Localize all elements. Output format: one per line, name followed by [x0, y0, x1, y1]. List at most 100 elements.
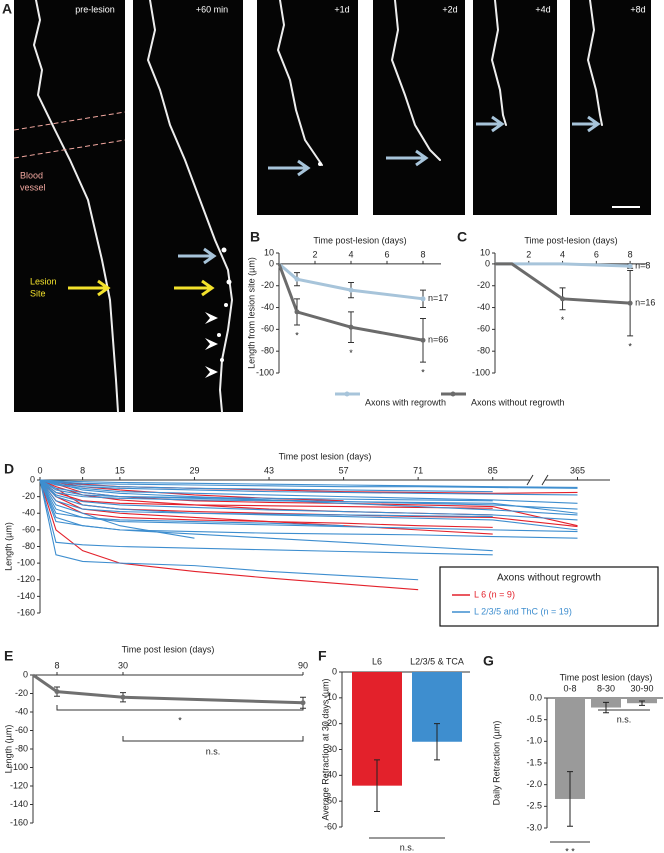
vessel-outline [13, 111, 126, 131]
x-tick-label: 2 [312, 249, 317, 259]
x-tick-label: 365 [570, 465, 585, 475]
y-tick-label: -80 [261, 346, 274, 356]
x-tick-label: 8 [54, 660, 59, 670]
series-line [39, 479, 195, 539]
legend-box [439, 566, 659, 627]
legend-swatch [344, 391, 350, 397]
significance: * [628, 341, 632, 351]
series-line [39, 479, 493, 502]
y-tick-label: -60 [477, 324, 490, 334]
y-tick-label: -20 [15, 688, 28, 698]
x-axis-label: Time post lesion (days) [122, 644, 215, 654]
y-tick-label: -100 [256, 367, 274, 377]
y-tick-label: -40 [15, 706, 28, 716]
significance: * [295, 330, 299, 340]
series-line [39, 479, 578, 489]
y-tick-label: -10 [324, 692, 337, 702]
category-label: L6 [372, 656, 382, 666]
y-tick-label: -80 [15, 743, 28, 753]
frame-label: pre-lesion [75, 4, 115, 14]
category-label: 0-8 [563, 683, 576, 693]
vessel-outline [13, 139, 126, 159]
panel-letter: A [2, 1, 12, 17]
x-tick-label: 4 [560, 249, 565, 259]
x-axis-label: Time post-lesion (days) [313, 235, 406, 245]
series-line [39, 479, 578, 516]
y-tick-label: -2.5 [526, 801, 542, 811]
point [54, 689, 60, 695]
legend-label: L 6 (n = 9) [474, 589, 515, 599]
legend-label: Axons with regrowth [365, 397, 446, 407]
y-tick-label: -60 [22, 524, 35, 534]
series-line [39, 479, 493, 556]
y-tick-label: -120 [17, 574, 35, 584]
image-frame [257, 0, 358, 215]
point [294, 309, 300, 315]
y-tick-label: -140 [17, 591, 35, 601]
y-tick-label: -120 [10, 780, 28, 790]
x-tick-label: 71 [413, 465, 423, 475]
y-tick-label: -80 [22, 541, 35, 551]
y-tick-label: -30 [324, 744, 337, 754]
y-tick-label: -140 [10, 799, 28, 809]
x-tick-label: 8 [628, 249, 633, 259]
x-tick-label: 90 [298, 660, 308, 670]
bracket [122, 736, 304, 742]
category-label: L2/3/5 & TCA [410, 656, 464, 666]
category-label: 8-30 [597, 683, 615, 693]
y-tick-label: -3.0 [526, 822, 542, 832]
x-tick-label: 0 [37, 465, 42, 475]
y-tick-label: -20 [324, 718, 337, 728]
axon [32, 0, 603, 413]
y-tick-label: 0 [269, 258, 274, 268]
frame-label: +8d [630, 4, 645, 14]
series-line [277, 263, 424, 342]
x-tick-label: 15 [115, 465, 125, 475]
y-axis-label: Daily Retraction (µm) [491, 721, 501, 806]
panel-letter: E [4, 648, 13, 664]
y-tick-label: 10 [264, 247, 274, 257]
series-line [39, 479, 578, 496]
y-axis-label: Length (µm) [3, 522, 13, 571]
error-bar [603, 701, 609, 714]
y-axis-label: Length (µm) [3, 725, 13, 774]
panel-letter: B [250, 229, 260, 245]
point [294, 276, 300, 282]
series-line [278, 262, 424, 301]
x-tick-label: 8 [420, 249, 425, 259]
y-tick-label: 0.0 [529, 692, 542, 702]
series-line [39, 479, 493, 535]
legend-label: Axons without regrowth [471, 397, 565, 407]
series-line [39, 479, 344, 527]
frame-label: +60 min [196, 4, 228, 14]
y-tick-label: -60 [324, 821, 337, 831]
y-tick-label: 10 [480, 247, 490, 257]
y-tick-label: -60 [261, 324, 274, 334]
panel-letter: F [318, 648, 327, 664]
y-axis-label: Length from lesion site (µm) [246, 257, 256, 369]
point [348, 324, 354, 330]
x-axis-label: Time post lesion (days) [279, 451, 372, 461]
y-tick-label: 0 [332, 666, 337, 676]
significance: * [349, 348, 353, 358]
image-frame [570, 0, 651, 215]
y-tick-label: -40 [324, 770, 337, 780]
series-line [39, 479, 578, 539]
end-label: n=17 [428, 293, 448, 303]
bracket-label: n.s. [400, 842, 415, 852]
annotation: Lesion [30, 276, 57, 286]
series-line [39, 479, 578, 533]
x-tick-label: 8 [80, 465, 85, 475]
x-tick-label: 43 [264, 465, 274, 475]
bracket-label: * * [565, 846, 575, 853]
axis-break [526, 474, 549, 486]
y-tick-label: -40 [22, 508, 35, 518]
error-bar [374, 759, 380, 812]
image-frame [14, 0, 125, 412]
y-axis-label: Average Retraction at 30 days (µm) [320, 678, 330, 820]
annotation: Blood [20, 170, 43, 180]
series-line [39, 479, 578, 510]
legend-label: L 2/3/5 and ThC (n = 19) [474, 606, 572, 616]
category-label: 30-90 [630, 683, 653, 693]
